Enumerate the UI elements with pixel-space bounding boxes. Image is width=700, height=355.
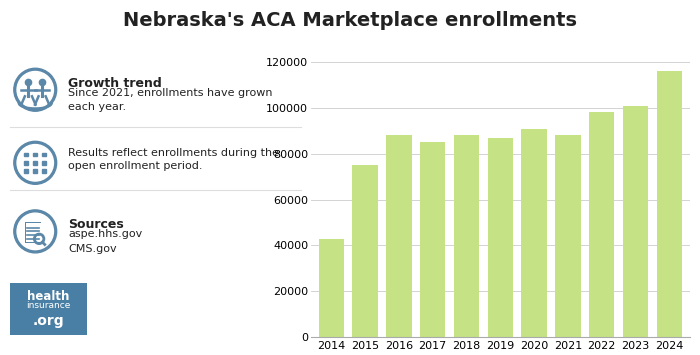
Circle shape — [17, 71, 53, 108]
Circle shape — [17, 213, 53, 250]
Text: Results reflect enrollments during the
open enrollment period.: Results reflect enrollments during the o… — [68, 148, 279, 171]
Text: insurance: insurance — [27, 301, 71, 311]
Bar — [34, 169, 37, 173]
Bar — [42, 161, 46, 165]
Bar — [318, 239, 344, 337]
Text: Since 2021, enrollments have grown
each year.: Since 2021, enrollments have grown each … — [68, 88, 272, 112]
Bar — [623, 105, 648, 337]
Text: aspe.hhs.gov
CMS.gov: aspe.hhs.gov CMS.gov — [68, 229, 142, 254]
Text: Nebraska's ACA Marketplace enrollments: Nebraska's ACA Marketplace enrollments — [123, 11, 577, 30]
Bar — [25, 161, 28, 165]
Bar — [386, 135, 412, 337]
FancyBboxPatch shape — [10, 283, 88, 335]
Bar — [589, 113, 615, 337]
Text: .org: .org — [33, 314, 64, 328]
Bar — [25, 169, 28, 173]
Bar — [657, 71, 682, 337]
Bar — [522, 129, 547, 337]
Text: health: health — [27, 290, 70, 303]
Text: Sources: Sources — [68, 218, 124, 231]
Bar — [488, 138, 513, 337]
Circle shape — [14, 210, 57, 253]
Circle shape — [14, 141, 57, 184]
Bar — [454, 135, 480, 337]
Bar — [34, 153, 37, 157]
Bar — [25, 153, 28, 157]
Bar — [25, 222, 41, 243]
Bar — [42, 169, 46, 173]
Circle shape — [17, 144, 53, 181]
Bar — [26, 223, 41, 242]
Bar — [420, 142, 445, 337]
Bar — [353, 165, 378, 337]
Bar — [42, 153, 46, 157]
Circle shape — [14, 68, 57, 111]
Bar — [34, 161, 37, 165]
Bar — [555, 135, 580, 337]
Text: Growth trend: Growth trend — [68, 77, 162, 90]
